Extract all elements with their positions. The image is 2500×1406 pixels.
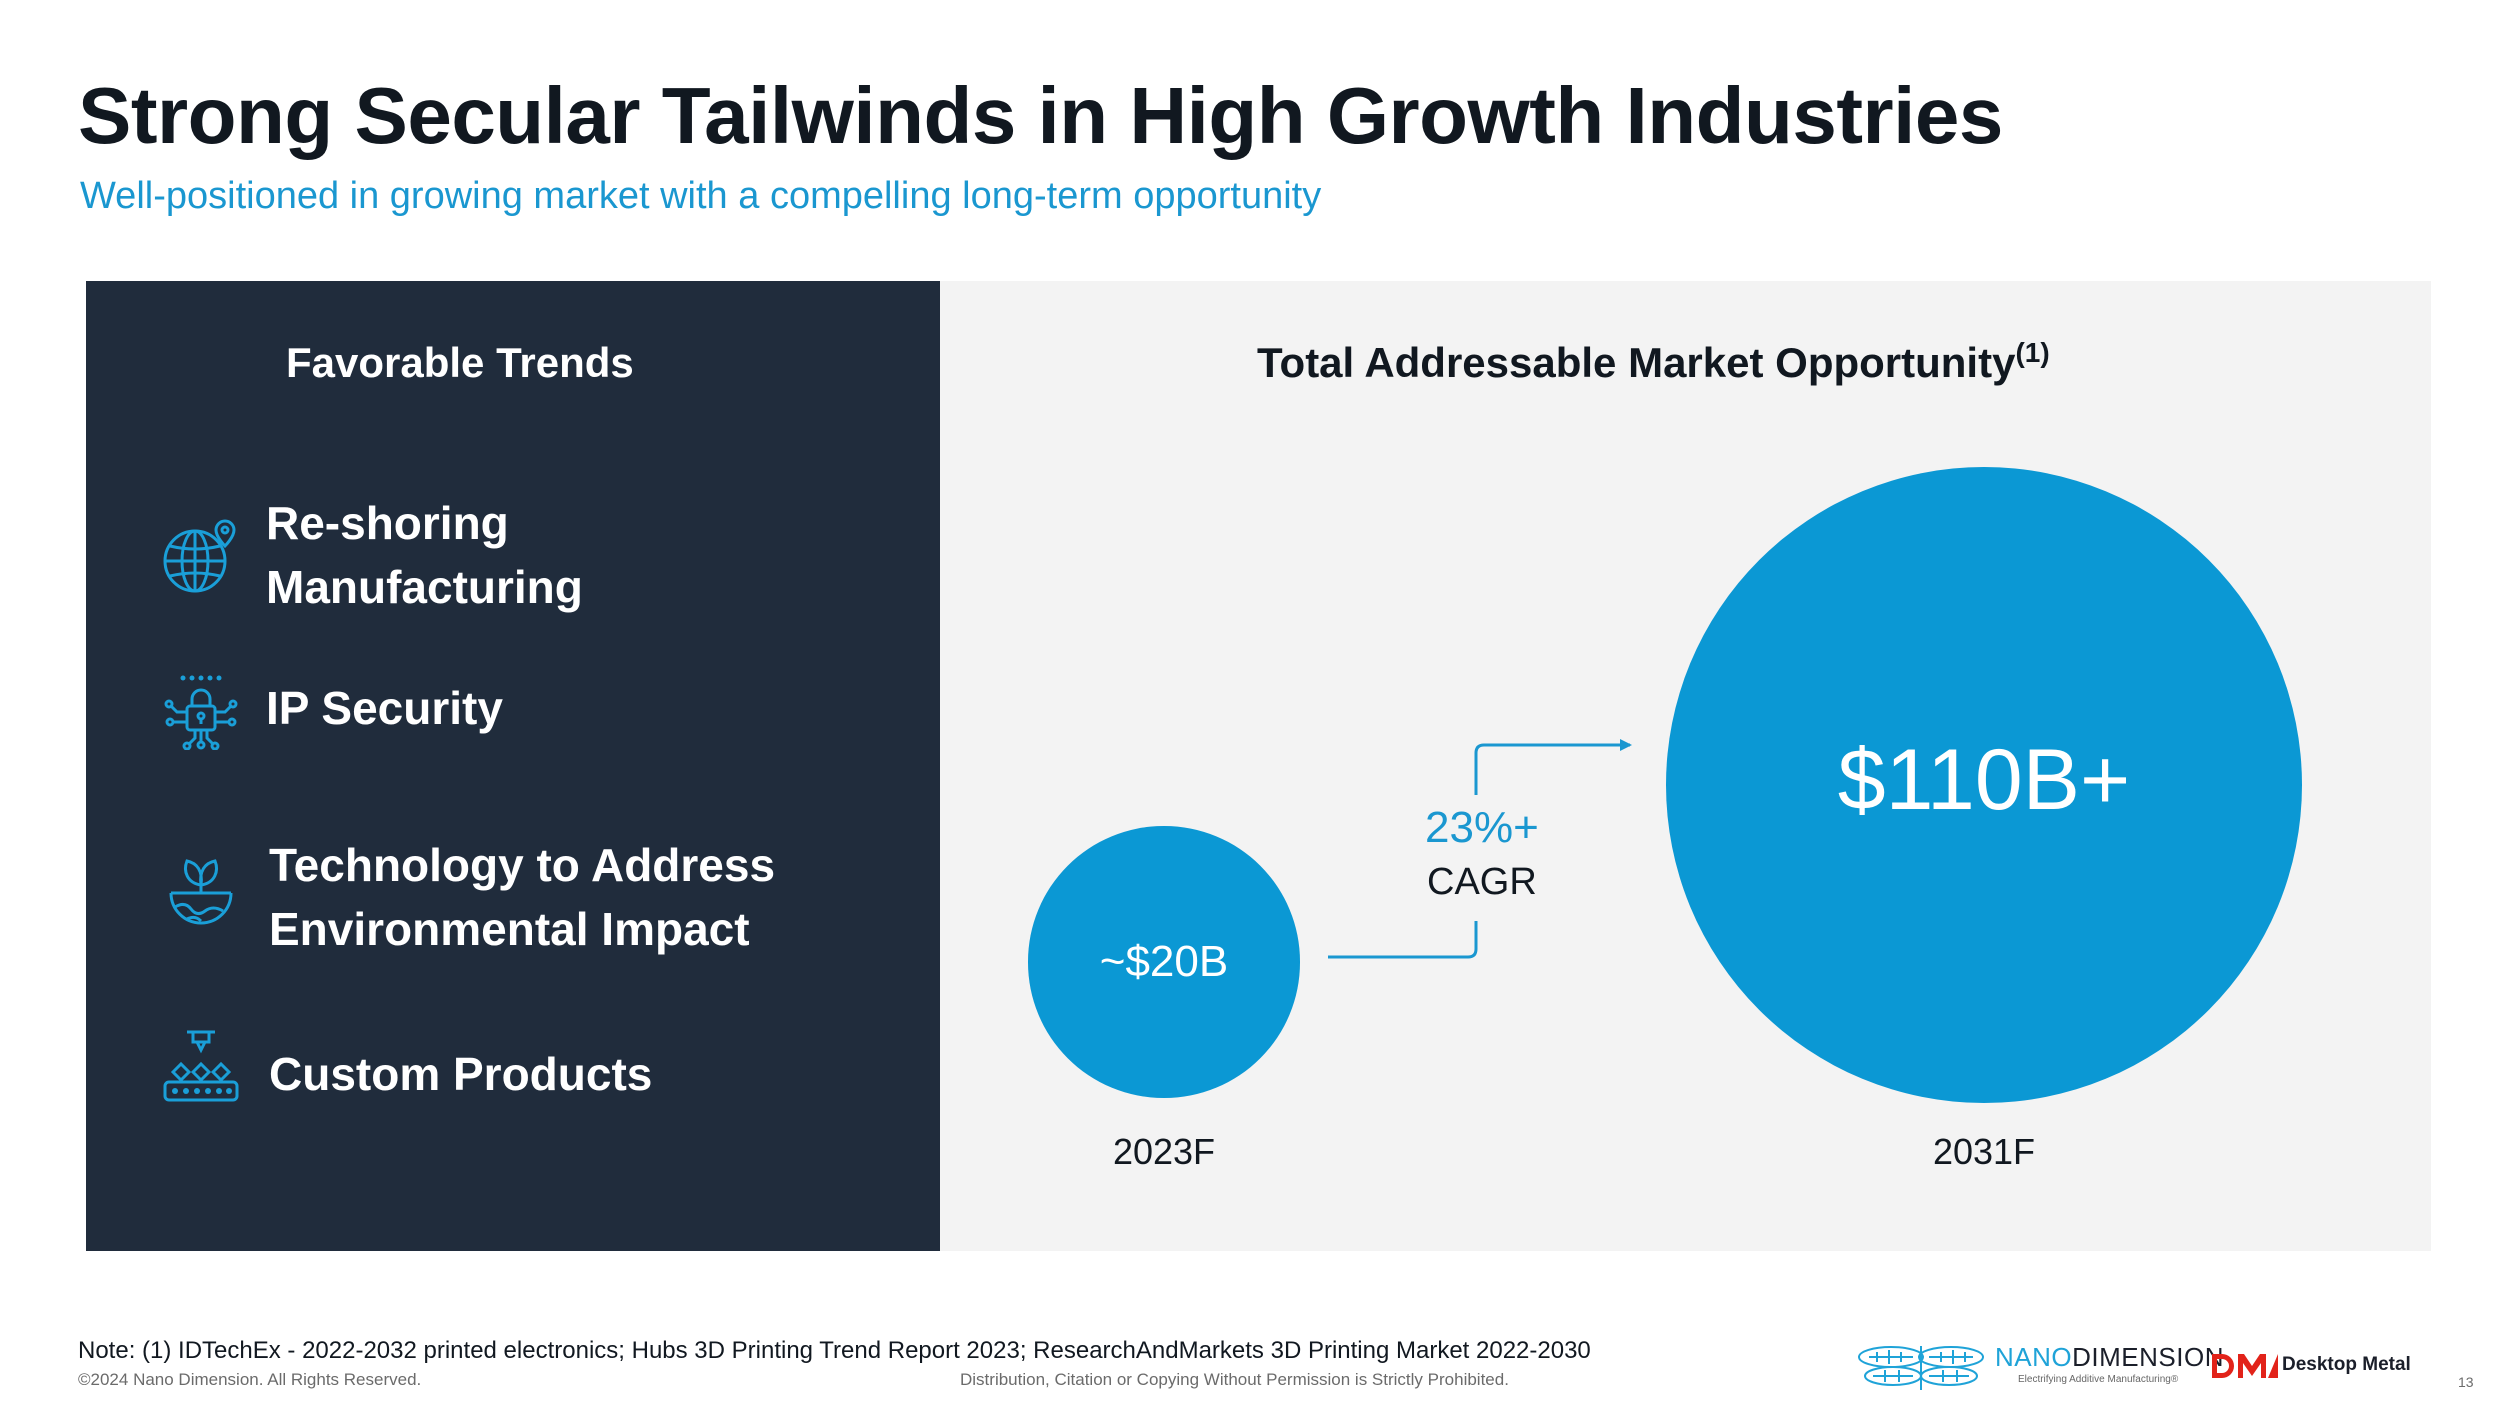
globe-leaf-icon xyxy=(169,859,233,925)
trend-reshoring-line1: Re-shoring xyxy=(266,497,509,549)
year-label-2031: 2031F xyxy=(1932,1131,2036,1172)
distribution-notice: Distribution, Citation or Copying Withou… xyxy=(960,1370,1509,1389)
bubble-2031-value: $110B+ xyxy=(1837,731,2131,828)
bubble-2023: ~$20B xyxy=(1028,826,1300,1098)
trend-environmental-line2: Environmental Impact xyxy=(269,903,750,955)
nano-wordmark-dark: DIMENSION xyxy=(2072,1342,2224,1372)
dragonfly-icon xyxy=(1858,1346,1984,1390)
tam-heading-text: Total Addressable Market Opportunity xyxy=(1257,339,2016,386)
nano-dimension-wordmark: NANODIMENSION xyxy=(1995,1342,2224,1373)
conveyor-printer-icon xyxy=(163,1030,239,1102)
favorable-trends-panel: Favorable Trends Re-shoring Manufacturin… xyxy=(86,281,940,1251)
trend-environmental-line1: Technology to Address xyxy=(269,839,776,891)
trend-custom-products-label: Custom Products xyxy=(269,1048,653,1100)
circuit-lock-icon xyxy=(164,675,238,750)
year-label-2023: 2023F xyxy=(1112,1131,1216,1172)
desktop-metal-logo: Desktop Metal xyxy=(2212,1352,2411,1382)
cagr-value: 23%+ xyxy=(1425,803,1539,852)
nano-dimension-logo: NANODIMENSION Electrifying Additive Manu… xyxy=(1855,1342,2223,1394)
desktop-metal-icon xyxy=(2212,1354,2278,1378)
tam-heading: Total Addressable Market Opportunity(1) xyxy=(1257,339,2050,387)
bubble-2031: $110B+ xyxy=(1666,467,2302,1103)
trend-ip-security-label: IP Security xyxy=(266,682,503,734)
growth-arrow xyxy=(1328,739,1632,959)
globe-pin-icon xyxy=(163,519,236,593)
trend-reshoring-line2: Manufacturing xyxy=(266,561,583,613)
page-subtitle: Well-positioned in growing market with a… xyxy=(80,175,1322,217)
tam-footnote-marker: (1) xyxy=(2015,337,2050,368)
favorable-trends-heading: Favorable Trends xyxy=(286,339,634,386)
desktop-metal-wordmark: Desktop Metal xyxy=(2282,1354,2411,1375)
tam-panel: Total Addressable Market Opportunity(1) … xyxy=(940,281,2431,1251)
bubble-2023-value: ~$20B xyxy=(1099,936,1229,986)
nano-wordmark-light: NANO xyxy=(1995,1342,2073,1372)
page-title: Strong Secular Tailwinds in High Growth … xyxy=(78,71,2003,160)
footnote: Note: (1) IDTechEx - 2022-2032 printed e… xyxy=(78,1337,1591,1364)
cagr-label: CAGR xyxy=(1427,861,1537,903)
copyright: ©2024 Nano Dimension. All Rights Reserve… xyxy=(78,1370,422,1389)
page-number: 13 xyxy=(2458,1374,2474,1390)
nano-tagline: Electrifying Additive Manufacturing® xyxy=(2018,1374,2179,1385)
